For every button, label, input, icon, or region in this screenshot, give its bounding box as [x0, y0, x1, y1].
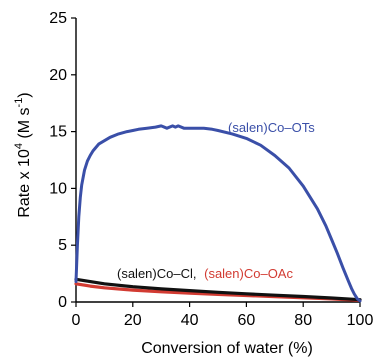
- annotation-cl-oac: (salen)Co–Cl, (salen)Co–OAc: [117, 266, 293, 281]
- y-tick-label: 20: [49, 67, 67, 84]
- annotation-oac: (salen)Co–OAc: [204, 266, 293, 281]
- y-axis-title: Rate x 104 (M s-1): [13, 92, 33, 217]
- y-axis-title-group: Rate x 104 (M s-1): [13, 92, 33, 217]
- x-tick-label: 60: [238, 312, 256, 329]
- axes: [71, 17, 361, 307]
- series-lines: [74, 124, 362, 303]
- series-line-salen-co-cl: [74, 277, 362, 302]
- x-tick-label: 80: [294, 312, 312, 329]
- y-axis-title-units-exponent: -1: [13, 98, 25, 108]
- y-tick-label: 25: [49, 10, 67, 27]
- annotation-ots: (salen)Co–OTs: [228, 120, 315, 135]
- x-tick-label: 100: [347, 312, 374, 329]
- y-axis-title-main: Rate x 10: [16, 149, 33, 218]
- tick-labels: 0 5 10 15 20 25 0 20 40 60 80 100: [49, 10, 373, 329]
- y-tick-label: 5: [58, 237, 67, 254]
- x-tick-label: 40: [181, 312, 199, 329]
- annotation-cl: (salen)Co–Cl,: [117, 266, 196, 281]
- y-tick-label: 0: [58, 294, 67, 311]
- y-axis-title-exponent: 4: [13, 143, 25, 149]
- y-axis-title-units: (M s: [16, 107, 33, 138]
- series-line-salen-co-ots: [74, 124, 362, 303]
- y-axis-title-close: ): [16, 92, 33, 97]
- x-axis-title: Conversion of water (%): [141, 340, 313, 357]
- x-tick-label: 0: [72, 312, 81, 329]
- y-tick-label: 10: [49, 180, 67, 197]
- y-tick-label: 15: [49, 124, 67, 141]
- x-tick-label: 20: [124, 312, 142, 329]
